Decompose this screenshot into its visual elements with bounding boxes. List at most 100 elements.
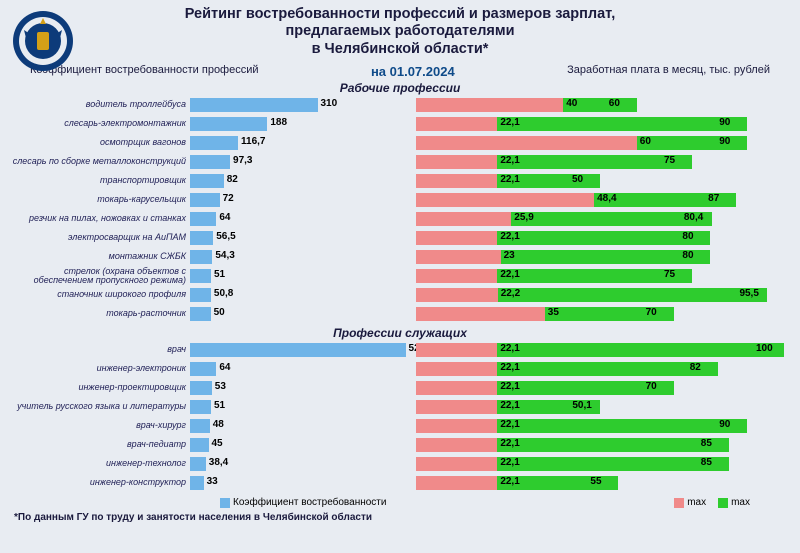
salary-min-value: 25,9 — [514, 212, 533, 223]
coef-bar — [190, 193, 220, 207]
row-label: токарь-расточник — [10, 309, 190, 318]
coef-bar — [190, 231, 213, 245]
chart-row: инженер-технолог38,4 22,185 — [10, 455, 790, 473]
row-label: врач — [10, 345, 190, 354]
salary-bar-container: 22,150,1 — [416, 400, 784, 414]
salary-min-value: 22,2 — [501, 288, 520, 299]
salary-max-value: 75 — [664, 155, 675, 166]
coef-value: 116,7 — [241, 136, 265, 147]
salary-bar-container: 35 70 — [416, 307, 784, 321]
chart-row: стрелок (охрана объектов с обеспечением … — [10, 267, 790, 285]
chart-row: инженер-проектировщик5322,170 — [10, 379, 790, 397]
coef-bar — [190, 419, 210, 433]
coef-bar-container: 51 — [190, 400, 408, 414]
coef-bar — [190, 288, 211, 302]
salary-max-value: 100 — [756, 343, 773, 354]
salary-min-value: 22,1 — [500, 174, 519, 185]
coef-value: 82 — [227, 174, 238, 185]
salary-min-bar — [416, 307, 545, 321]
chart-row: водитель троллейбуса 310 40 60 — [10, 96, 790, 114]
salary-min-bar — [416, 231, 497, 245]
coef-value: 51 — [214, 400, 225, 411]
coef-bar-container: 51 — [190, 269, 408, 283]
row-label: водитель троллейбуса — [10, 100, 190, 109]
employees-chart: врач52422,1100инженер-электроник6422,182… — [0, 341, 800, 492]
salary-min-value: 22,1 — [500, 117, 519, 128]
workers-chart: водитель троллейбуса3104060слесарь-элект… — [0, 96, 800, 323]
coef-value: 310 — [321, 98, 338, 109]
coef-bar-container: 310 — [190, 98, 408, 112]
salary-min-bar — [416, 381, 497, 395]
title-line-1: Рейтинг востребованности профессий и раз… — [0, 6, 800, 23]
salary-max-value: 50 — [572, 174, 583, 185]
coef-bar — [190, 343, 406, 357]
row-label: монтажник СЖБК — [10, 252, 190, 261]
coef-bar — [190, 117, 267, 131]
legend-min: max — [674, 497, 706, 508]
salary-min-bar — [416, 117, 497, 131]
subheader: Коэффициент востребованности профессий н… — [0, 58, 800, 79]
salary-min-bar — [416, 212, 511, 226]
salary-min-value: 22,1 — [500, 438, 519, 449]
coef-bar-container: 64 — [190, 362, 408, 376]
salary-max-value: 60 — [609, 98, 620, 109]
chart-row: слесарь по сборке металлоконструкций97,3… — [10, 153, 790, 171]
salary-bar-container: 22,175 — [416, 269, 784, 283]
coef-bar-container: 50,8 — [190, 288, 408, 302]
coef-bar-container: 188 — [190, 117, 408, 131]
coef-bar — [190, 400, 211, 414]
agency-logo — [12, 10, 74, 72]
row-label: стрелок (охрана объектов с обеспечением … — [10, 267, 190, 286]
row-label: станочник широкого профиля — [10, 290, 190, 299]
legend-max: max — [718, 497, 750, 508]
row-label: врач-педиатр — [10, 440, 190, 449]
salary-min-value: 22,1 — [500, 269, 519, 280]
salary-max-value: 50,1 — [572, 400, 591, 411]
salary-min-bar — [416, 343, 497, 357]
row-label: врач-хирург — [10, 421, 190, 430]
row-label: инженер-технолог — [10, 459, 190, 468]
salary-max-value: 70 — [646, 307, 657, 318]
coef-value: 188 — [270, 117, 287, 128]
salary-min-bar — [416, 400, 497, 414]
coef-value: 97,3 — [233, 155, 252, 166]
coef-bar — [190, 438, 209, 452]
chart-row: резчик на пилах, ножовках и станках6425,… — [10, 210, 790, 228]
salary-min-bar — [416, 250, 501, 264]
coef-bar — [190, 269, 211, 283]
salary-max-value: 90 — [719, 117, 730, 128]
coef-bar — [190, 136, 238, 150]
salary-min-bar — [416, 155, 497, 169]
salary-bar-container: 6090 — [416, 136, 784, 150]
coef-value: 54,3 — [215, 250, 234, 261]
row-label: учитель русского языка и литературы — [10, 402, 190, 411]
subheader-date: на 01.07.2024 — [371, 64, 455, 79]
section-workers-title: Рабочие профессии — [0, 79, 800, 96]
row-label: токарь-карусельщик — [10, 195, 190, 204]
salary-max-value: 95,5 — [739, 288, 758, 299]
salary-min-value: 40 — [566, 98, 577, 109]
salary-max-value: 90 — [719, 136, 730, 147]
chart-row: врач-педиатр 45 22,1 85 — [10, 436, 790, 454]
title-line-3: в Челябинской области* — [0, 41, 800, 58]
salary-min-bar — [416, 419, 497, 433]
coef-value: 45 — [212, 438, 223, 449]
chart-row: транспортировщик8222,150 — [10, 172, 790, 190]
salary-min-value: 22,1 — [500, 155, 519, 166]
salary-max-value: 90 — [719, 419, 730, 430]
page-title: Рейтинг востребованности профессий и раз… — [0, 0, 800, 58]
salary-min-value: 35 — [548, 307, 559, 318]
coef-bar-container: 82 — [190, 174, 408, 188]
salary-min-bar — [416, 174, 497, 188]
coef-bar — [190, 174, 224, 188]
salary-min-value: 22,1 — [500, 231, 519, 242]
chart-row: токарь-карусельщик7248,487 — [10, 191, 790, 209]
coef-bar-container: 116,7 — [190, 136, 408, 150]
row-label: резчик на пилах, ножовках и станках — [10, 214, 190, 223]
salary-bar-container: 22,185 — [416, 457, 784, 471]
chart-row: слесарь-электромонтажник18822,190 — [10, 115, 790, 133]
coef-bar-container: 38,4 — [190, 457, 408, 471]
coef-value: 33 — [207, 476, 218, 487]
salary-bar-container: 2380 — [416, 250, 784, 264]
salary-max-value: 85 — [701, 438, 712, 449]
